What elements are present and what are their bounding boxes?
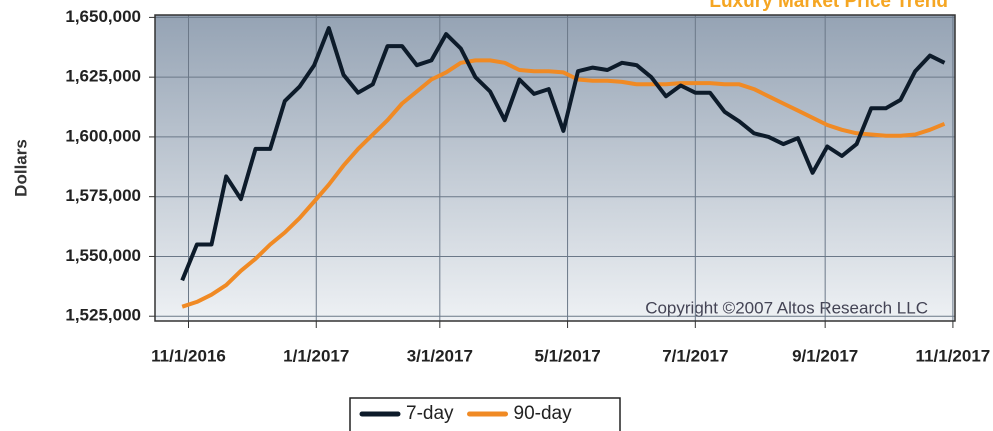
x-tick-label: 11/1/2016 [151,346,226,365]
annotation: Copyright ©2007 Altos Research LLC [645,298,928,317]
series-line [181,58,946,309]
x-tick-label: 7/1/2017 [662,346,728,365]
legend-items: 7-day 90-day [359,403,573,424]
y-tick-label: 1,525,000 [65,306,141,325]
y-tick-label: 1,575,000 [65,186,141,205]
chart-title: Luxury Market Price Trend [709,0,948,12]
lines [180,26,946,309]
x-tick-label: 3/1/2017 [407,346,473,365]
series-line [180,26,946,282]
x-tick-label: 5/1/2017 [534,346,600,365]
y-axis-label: Dollars [11,139,30,197]
y-tick-label: 1,600,000 [65,126,141,145]
x-tick-label: 9/1/2017 [792,346,858,365]
y-tick-label: 1,550,000 [65,246,141,265]
x-tick-label: 11/1/2017 [916,346,991,365]
grid [155,15,955,321]
y-tick-label: 1,650,000 [65,7,141,26]
plot-border [154,14,956,322]
plot-area [155,15,955,321]
x-tick-label: 1/1/2017 [283,346,349,365]
y-tick-label: 1,625,000 [65,67,141,86]
legend-label: 7-day [406,403,454,424]
legend-label: 90-day [514,403,573,424]
